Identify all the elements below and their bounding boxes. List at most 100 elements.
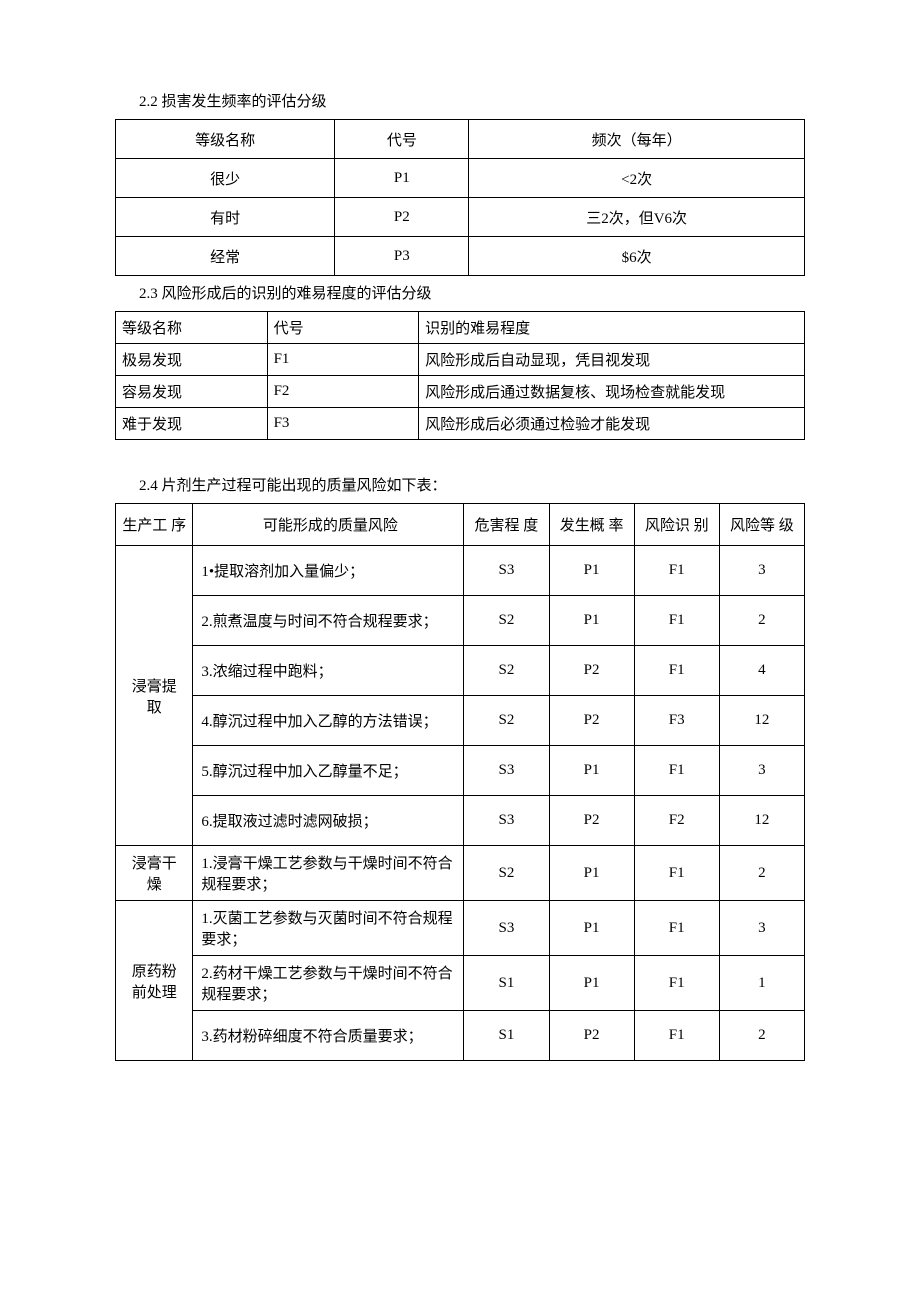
cell: S1 — [464, 956, 549, 1011]
cell: $6次 — [469, 237, 805, 276]
cell: F1 — [634, 546, 719, 596]
header-cell: 可能形成的质量风险 — [193, 504, 464, 546]
cell: F3 — [634, 696, 719, 746]
cell: S3 — [464, 546, 549, 596]
cell: 风险形成后自动显现，凭目视发现 — [419, 344, 805, 376]
table-row: 生产工 序 可能形成的质量风险 危害程 度 发生概 率 风险识 别 风险等 级 — [116, 504, 805, 546]
table-row: 5.醇沉过程中加入乙醇量不足； S3 P1 F1 3 — [116, 746, 805, 796]
table-row: 2.煎煮温度与时间不符合规程要求； S2 P1 F1 2 — [116, 596, 805, 646]
header-cell: 风险等 级 — [719, 504, 804, 546]
cell: 容易发现 — [116, 376, 268, 408]
table-row: 3.浓缩过程中跑料； S2 P2 F1 4 — [116, 646, 805, 696]
cell: 3.药材粉碎细度不符合质量要求； — [193, 1011, 464, 1061]
cell: 3 — [719, 901, 804, 956]
cell: F2 — [267, 376, 419, 408]
cell: 4 — [719, 646, 804, 696]
cell: F1 — [634, 956, 719, 1011]
cell: F1 — [634, 746, 719, 796]
process-cell: 浸膏干 燥 — [116, 846, 193, 901]
table-row: 难于发现 F3 风险形成后必须通过检验才能发现 — [116, 408, 805, 440]
section-2-3-heading: 2.3 风险形成后的识别的难易程度的评估分级 — [139, 282, 805, 303]
cell: 12 — [719, 796, 804, 846]
cell: S3 — [464, 901, 549, 956]
cell: P1 — [549, 956, 634, 1011]
header-cell: 代号 — [335, 120, 469, 159]
cell: F2 — [634, 796, 719, 846]
cell: P2 — [549, 1011, 634, 1061]
header-cell: 发生概 率 — [549, 504, 634, 546]
cell: P2 — [335, 198, 469, 237]
cell: S2 — [464, 646, 549, 696]
table-row: 浸膏提 取 1•提取溶剂加入量偏少； S3 P1 F1 3 — [116, 546, 805, 596]
cell: 2.药材干燥工艺参数与干燥时间不符合规程要求； — [193, 956, 464, 1011]
header-cell: 等级名称 — [116, 120, 335, 159]
table-row: 浸膏干 燥 1.浸膏干燥工艺参数与干燥时间不符合规程要求； S2 P1 F1 2 — [116, 846, 805, 901]
table-row: 2.药材干燥工艺参数与干燥时间不符合规程要求； S1 P1 F1 1 — [116, 956, 805, 1011]
cell: S2 — [464, 696, 549, 746]
cell: 12 — [719, 696, 804, 746]
cell: F1 — [634, 596, 719, 646]
header-cell: 频次（每年） — [469, 120, 805, 159]
header-cell: 生产工 序 — [116, 504, 193, 546]
header-cell: 等级名称 — [116, 312, 268, 344]
table-frequency: 等级名称 代号 频次（每年） 很少 P1 <2次 有时 P2 三2次，但V6次 … — [115, 119, 805, 276]
table-row: 原药粉 前处理 1.灭菌工艺参数与灭菌时间不符合规程要求； S3 P1 F1 3 — [116, 901, 805, 956]
cell: 极易发现 — [116, 344, 268, 376]
cell: P1 — [549, 596, 634, 646]
cell: P1 — [549, 746, 634, 796]
cell: 3 — [719, 746, 804, 796]
section-2-4-heading: 2.4 片剂生产过程可能出现的质量风险如下表： — [139, 474, 805, 495]
cell: 2 — [719, 1011, 804, 1061]
table-row: 容易发现 F2 风险形成后通过数据复核、现场检查就能发现 — [116, 376, 805, 408]
table-row: 等级名称 代号 频次（每年） — [116, 120, 805, 159]
cell: 3.浓缩过程中跑料； — [193, 646, 464, 696]
cell: 1.灭菌工艺参数与灭菌时间不符合规程要求； — [193, 901, 464, 956]
cell: 6.提取液过滤时滤网破损； — [193, 796, 464, 846]
cell: P1 — [549, 846, 634, 901]
cell: F1 — [634, 846, 719, 901]
table-row: 3.药材粉碎细度不符合质量要求； S1 P2 F1 2 — [116, 1011, 805, 1061]
cell: 2.煎煮温度与时间不符合规程要求； — [193, 596, 464, 646]
cell: P2 — [549, 696, 634, 746]
cell: 2 — [719, 846, 804, 901]
table-row: 6.提取液过滤时滤网破损； S3 P2 F2 12 — [116, 796, 805, 846]
cell: 1.浸膏干燥工艺参数与干燥时间不符合规程要求； — [193, 846, 464, 901]
cell: P1 — [549, 901, 634, 956]
header-cell: 代号 — [267, 312, 419, 344]
cell: 三2次，但V6次 — [469, 198, 805, 237]
cell: 1•提取溶剂加入量偏少； — [193, 546, 464, 596]
cell: S2 — [464, 596, 549, 646]
header-cell: 危害程 度 — [464, 504, 549, 546]
cell: 3 — [719, 546, 804, 596]
cell: 5.醇沉过程中加入乙醇量不足； — [193, 746, 464, 796]
table-row: 4.醇沉过程中加入乙醇的方法错误； S2 P2 F3 12 — [116, 696, 805, 746]
cell: 风险形成后必须通过检验才能发现 — [419, 408, 805, 440]
cell: 经常 — [116, 237, 335, 276]
table-row: 很少 P1 <2次 — [116, 159, 805, 198]
cell: 2 — [719, 596, 804, 646]
header-cell: 风险识 别 — [634, 504, 719, 546]
cell: P2 — [549, 796, 634, 846]
cell: F1 — [634, 646, 719, 696]
table-detection: 等级名称 代号 识别的难易程度 极易发现 F1 风险形成后自动显现，凭目视发现 … — [115, 311, 805, 440]
cell: F1 — [267, 344, 419, 376]
table-row: 极易发现 F1 风险形成后自动显现，凭目视发现 — [116, 344, 805, 376]
cell: <2次 — [469, 159, 805, 198]
cell: S3 — [464, 746, 549, 796]
cell: 很少 — [116, 159, 335, 198]
cell: 有时 — [116, 198, 335, 237]
section-2-2-heading: 2.2 损害发生频率的评估分级 — [139, 90, 805, 111]
cell: S2 — [464, 846, 549, 901]
table-row: 有时 P2 三2次，但V6次 — [116, 198, 805, 237]
cell: P1 — [549, 546, 634, 596]
table-row: 等级名称 代号 识别的难易程度 — [116, 312, 805, 344]
cell: 难于发现 — [116, 408, 268, 440]
cell: P3 — [335, 237, 469, 276]
cell: S3 — [464, 796, 549, 846]
cell: F1 — [634, 1011, 719, 1061]
cell: 4.醇沉过程中加入乙醇的方法错误； — [193, 696, 464, 746]
process-cell: 原药粉 前处理 — [116, 901, 193, 1061]
cell: 风险形成后通过数据复核、现场检查就能发现 — [419, 376, 805, 408]
process-cell: 浸膏提 取 — [116, 546, 193, 846]
header-cell: 识别的难易程度 — [419, 312, 805, 344]
